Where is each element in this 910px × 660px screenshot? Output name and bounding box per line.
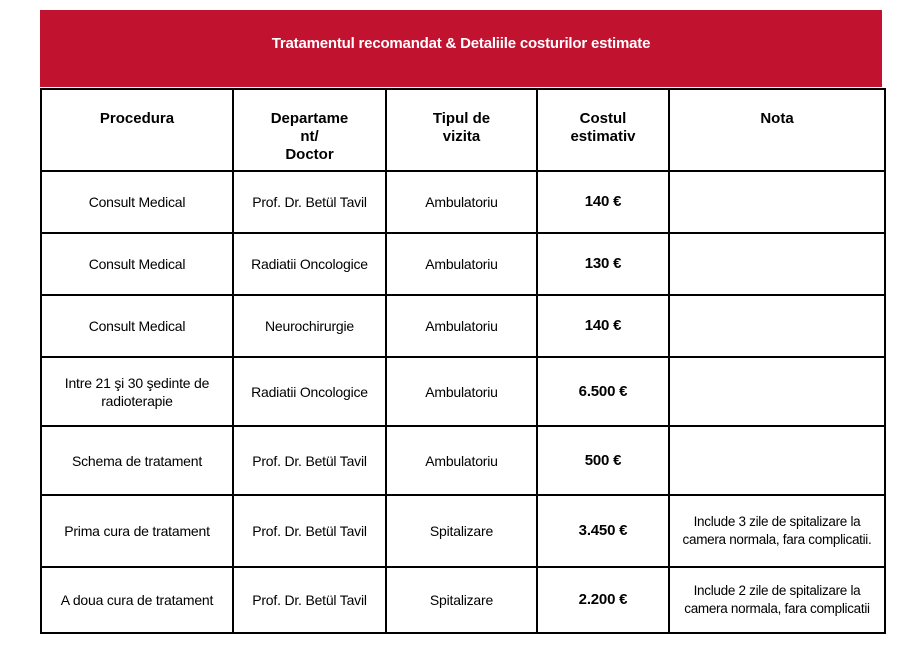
table-row: Consult Medical Neurochirurgie Ambulator…: [40, 294, 886, 358]
table-row: A doua cura de tratament Prof. Dr. Betül…: [40, 566, 886, 634]
column-header-nota: Nota: [668, 88, 886, 172]
cell-tipul-vizita: Ambulatoriu: [385, 356, 538, 427]
cell-departament: Prof. Dr. Betül Tavil: [232, 494, 387, 568]
column-header-tipul-de-vizita: Tipul de vizita: [385, 88, 538, 172]
cell-procedura: Intre 21 şi 30 şedinte de radioterapie: [40, 356, 234, 427]
cell-cost: 140 €: [536, 294, 670, 358]
cell-nota: Include 3 zile de spitalizare la camera …: [668, 494, 886, 568]
cell-nota: [668, 170, 886, 234]
cell-tipul-vizita: Ambulatoriu: [385, 170, 538, 234]
title-banner: Tratamentul recomandat & Detaliile costu…: [40, 10, 882, 87]
cell-cost: 6.500 €: [536, 356, 670, 427]
table-header-row: Procedura Departame nt/ Doctor Tipul de …: [40, 88, 886, 172]
cell-departament: Radiatii Oncologice: [232, 232, 387, 296]
cell-procedura: Consult Medical: [40, 232, 234, 296]
column-header-costul-estimativ: Costul estimativ: [536, 88, 670, 172]
column-header-departament-doctor: Departame nt/ Doctor: [232, 88, 387, 172]
cell-cost: 130 €: [536, 232, 670, 296]
cell-departament: Prof. Dr. Betül Tavil: [232, 566, 387, 634]
cell-nota: Include 2 zile de spitalizare la camera …: [668, 566, 886, 634]
cell-tipul-vizita: Ambulatoriu: [385, 294, 538, 358]
column-header-procedura: Procedura: [40, 88, 234, 172]
cell-cost: 140 €: [536, 170, 670, 234]
page-title: Tratamentul recomandat & Detaliile costu…: [271, 35, 651, 52]
cell-tipul-vizita: Ambulatoriu: [385, 425, 538, 496]
cell-departament: Neurochirurgie: [232, 294, 387, 358]
cell-procedura: Prima cura de tratament: [40, 494, 234, 568]
cell-tipul-vizita: Spitalizare: [385, 566, 538, 634]
table-row: Schema de tratament Prof. Dr. Betül Tavi…: [40, 425, 886, 496]
cell-nota: [668, 294, 886, 358]
cell-procedura: Schema de tratament: [40, 425, 234, 496]
cell-cost: 500 €: [536, 425, 670, 496]
table-row: Prima cura de tratament Prof. Dr. Betül …: [40, 494, 886, 568]
cell-procedura: Consult Medical: [40, 170, 234, 234]
cell-cost: 2.200 €: [536, 566, 670, 634]
cell-cost: 3.450 €: [536, 494, 670, 568]
cell-nota: [668, 425, 886, 496]
cell-nota: [668, 232, 886, 296]
cell-nota: [668, 356, 886, 427]
cell-tipul-vizita: Ambulatoriu: [385, 232, 538, 296]
cell-departament: Prof. Dr. Betül Tavil: [232, 425, 387, 496]
cell-departament: Radiatii Oncologice: [232, 356, 387, 427]
cell-procedura: A doua cura de tratament: [40, 566, 234, 634]
cell-tipul-vizita: Spitalizare: [385, 494, 538, 568]
table-row: Intre 21 şi 30 şedinte de radioterapie R…: [40, 356, 886, 427]
cell-procedura: Consult Medical: [40, 294, 234, 358]
treatment-cost-table: Procedura Departame nt/ Doctor Tipul de …: [40, 88, 886, 634]
table-row: Consult Medical Radiatii Oncologice Ambu…: [40, 232, 886, 296]
table-row: Consult Medical Prof. Dr. Betül Tavil Am…: [40, 170, 886, 234]
cell-departament: Prof. Dr. Betül Tavil: [232, 170, 387, 234]
